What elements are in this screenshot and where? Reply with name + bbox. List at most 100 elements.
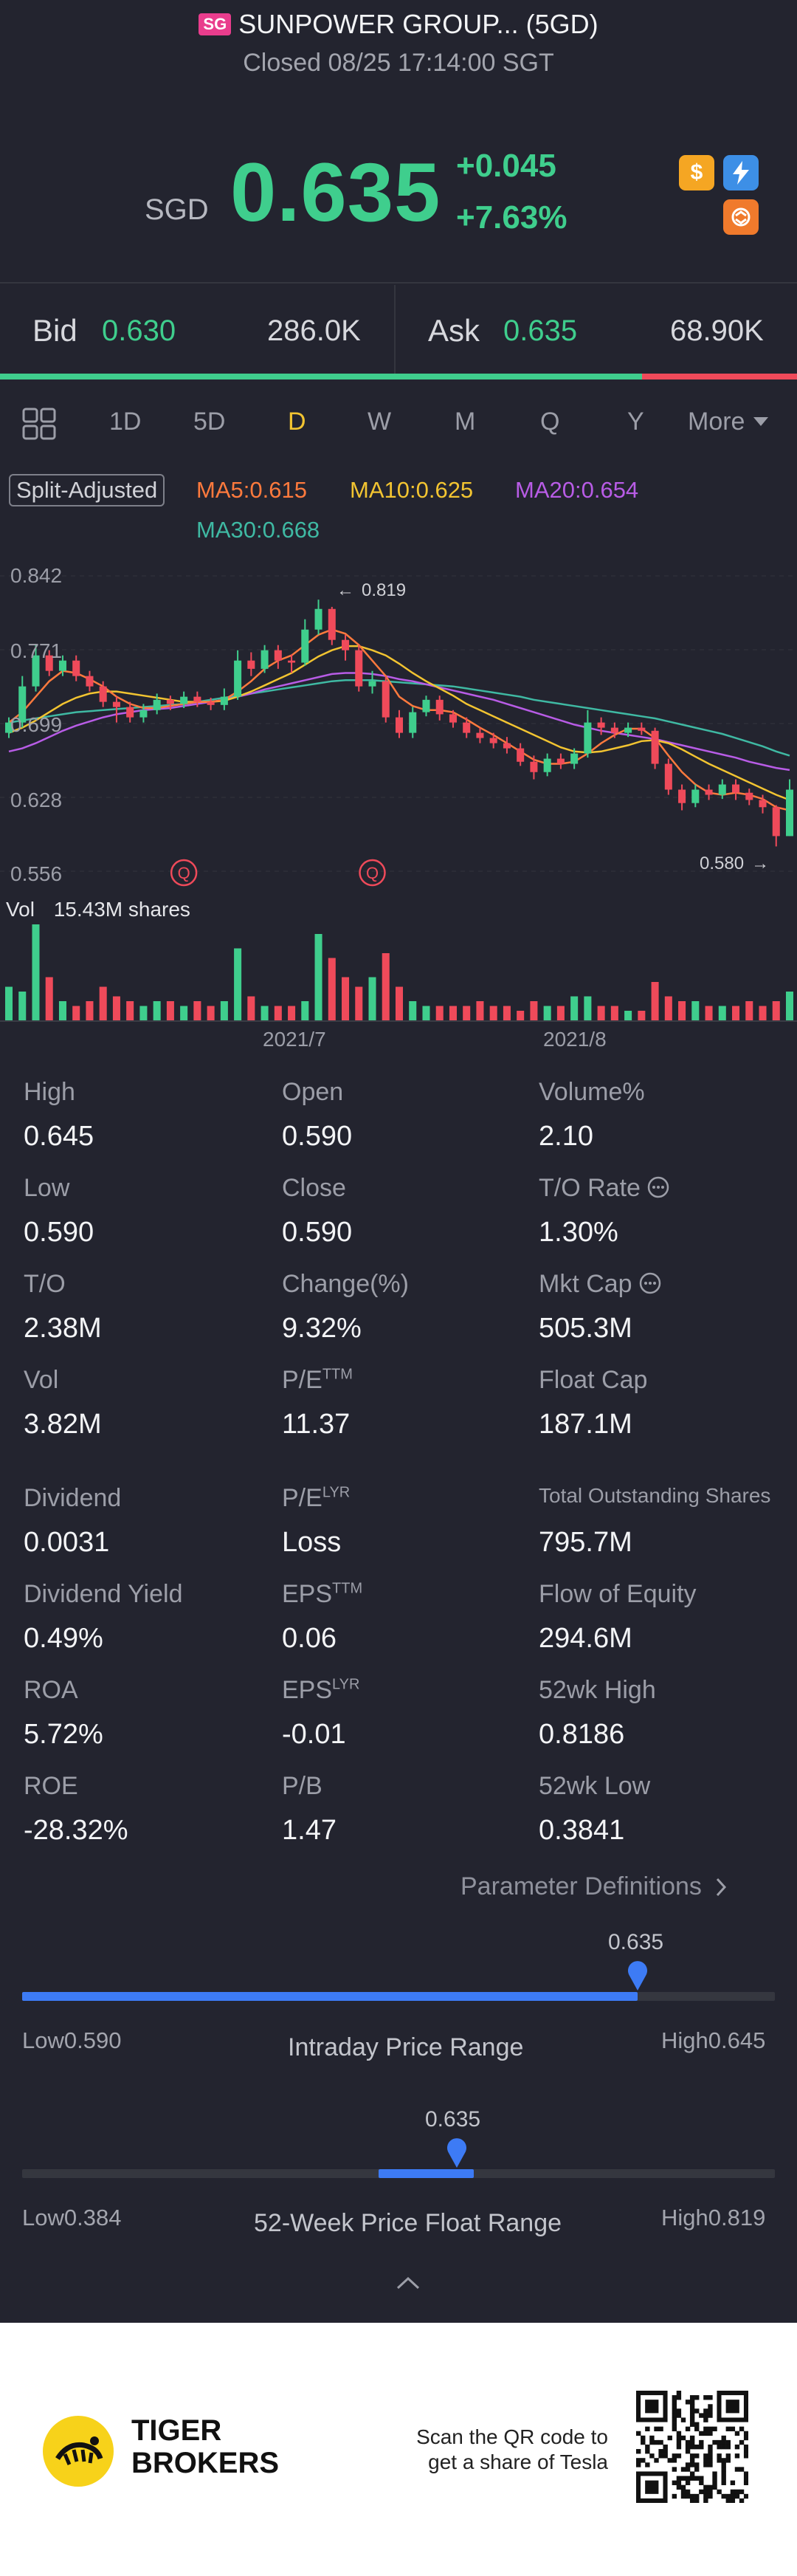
volume-bar bbox=[543, 1006, 551, 1020]
volume-bar bbox=[328, 958, 336, 1020]
volume-bar bbox=[112, 996, 120, 1020]
volume-label: Vol bbox=[6, 898, 35, 921]
y-axis-label: 0.628 bbox=[10, 789, 63, 811]
volume-bar bbox=[314, 934, 322, 1020]
volume-bar bbox=[463, 1006, 471, 1020]
candle-body bbox=[220, 696, 228, 705]
tab-q[interactable]: Q bbox=[540, 408, 560, 436]
event-marker-icon bbox=[359, 859, 386, 887]
candle-body bbox=[72, 660, 80, 676]
stat-label-text: Close bbox=[282, 1174, 346, 1202]
volume-bar bbox=[288, 1006, 296, 1020]
volume-bar bbox=[732, 1006, 740, 1020]
candle-body bbox=[153, 699, 161, 710]
stat-label-text: Vol bbox=[24, 1366, 59, 1394]
volume-bar bbox=[395, 986, 404, 1020]
volume-bar bbox=[449, 1006, 457, 1020]
stat-value: -0.01 bbox=[282, 1719, 346, 1750]
grid-icon[interactable] bbox=[22, 408, 58, 444]
candle-body bbox=[234, 660, 242, 697]
dollar-icon[interactable]: $ bbox=[679, 155, 714, 190]
chevron-right-icon bbox=[716, 1878, 726, 1896]
stat-label: ROE bbox=[24, 1772, 78, 1801]
parameter-definitions-link[interactable]: Parameter Definitions bbox=[460, 1872, 727, 1901]
stat-label[interactable]: Mkt Cap bbox=[539, 1270, 662, 1299]
stat-label-text: Dividend Yield bbox=[24, 1580, 183, 1608]
tab-1d[interactable]: 1D bbox=[109, 408, 142, 436]
more-info-icon[interactable] bbox=[638, 1271, 662, 1295]
ma10-line bbox=[8, 645, 790, 801]
stat-value: 2.10 bbox=[539, 1121, 593, 1152]
qr-code[interactable] bbox=[636, 2391, 748, 2503]
stat-label-superscript: LYR bbox=[322, 1484, 351, 1501]
volume-bar bbox=[570, 996, 579, 1020]
week52-low-value: 0.384 bbox=[63, 2205, 122, 2230]
stat-label: EPSLYR bbox=[282, 1676, 359, 1705]
stat-label[interactable]: T/O Rate bbox=[539, 1174, 670, 1203]
candle-body bbox=[261, 650, 269, 669]
stat-label: EPSTTM bbox=[282, 1580, 362, 1609]
tab-y[interactable]: Y bbox=[627, 408, 644, 436]
volume-bar bbox=[759, 1006, 767, 1020]
bid-ratio-bar bbox=[0, 374, 642, 379]
stat-label: Volume% bbox=[539, 1078, 645, 1107]
tab-more[interactable]: More bbox=[688, 408, 769, 436]
promo-line-2: get a share of Tesla bbox=[428, 2450, 608, 2473]
tab-w[interactable]: W bbox=[368, 408, 392, 436]
tab-5d[interactable]: 5D bbox=[193, 408, 226, 436]
stat-value: -28.32% bbox=[24, 1815, 128, 1846]
volume-bar bbox=[503, 1006, 511, 1020]
stat-value: 0.06 bbox=[282, 1623, 337, 1654]
right-arrow-icon: → bbox=[751, 853, 770, 873]
week52-range-track bbox=[22, 2169, 775, 2178]
volume-bar bbox=[261, 1006, 269, 1020]
intraday-range-fill bbox=[22, 1992, 638, 2001]
event-marker-label: Q bbox=[178, 864, 190, 882]
stat-label-superscript: LYR bbox=[332, 1676, 360, 1693]
volume-bar bbox=[180, 1006, 188, 1020]
stat-label-text: Change(%) bbox=[282, 1270, 409, 1298]
collapse-chevron-icon[interactable] bbox=[396, 2276, 421, 2294]
volume-bar bbox=[530, 1001, 538, 1020]
stat-value: 2.38M bbox=[24, 1313, 102, 1344]
volume-bar bbox=[58, 1001, 66, 1020]
last-price: 0.635 bbox=[230, 146, 441, 238]
stat-label: Vol bbox=[24, 1366, 58, 1395]
week52-high-label: High bbox=[661, 2205, 708, 2230]
more-info-icon[interactable] bbox=[646, 1175, 670, 1199]
candle-body bbox=[517, 748, 525, 762]
candle-body bbox=[4, 722, 13, 733]
swap-icon[interactable] bbox=[723, 199, 759, 235]
split-adjusted-toggle[interactable]: Split-Adjusted bbox=[9, 474, 165, 506]
volume-title: Vol 15.43M shares bbox=[6, 898, 190, 921]
stock-title: SG SUNPOWER GROUP... (5GD) bbox=[0, 9, 797, 40]
tab-d[interactable]: D bbox=[288, 408, 306, 436]
stat-label-text: T/O Rate bbox=[539, 1174, 641, 1202]
candle-body bbox=[785, 789, 794, 837]
divider bbox=[0, 282, 797, 284]
stat-label-text: T/O bbox=[24, 1270, 66, 1298]
candle-body bbox=[489, 738, 497, 743]
lightning-icon[interactable] bbox=[723, 155, 759, 190]
volume-bar bbox=[597, 1006, 605, 1020]
stat-label-text: High bbox=[24, 1078, 75, 1106]
candle-body bbox=[368, 681, 376, 687]
intraday-high: High0.645 bbox=[661, 2027, 765, 2054]
y-axis-label: 0.699 bbox=[10, 713, 63, 736]
tab-m[interactable]: M bbox=[455, 408, 476, 436]
volume-bar bbox=[785, 992, 794, 1020]
volume-bar bbox=[422, 1006, 430, 1020]
week52-range-title: 52-Week Price Float Range bbox=[254, 2209, 562, 2237]
volume-chart[interactable] bbox=[0, 923, 797, 1023]
stat-label: 52wk Low bbox=[539, 1772, 650, 1801]
volume-bar bbox=[745, 1001, 753, 1020]
candle-body bbox=[288, 660, 296, 663]
stat-label-text: EPS bbox=[282, 1676, 333, 1704]
week52-low-label: Low bbox=[22, 2205, 64, 2230]
volume-bar bbox=[99, 986, 107, 1020]
candle-body bbox=[476, 732, 484, 738]
location-pin-icon bbox=[627, 1961, 648, 1994]
stat-label-text: 52wk Low bbox=[539, 1772, 651, 1800]
stat-label-text: P/E bbox=[282, 1484, 322, 1512]
